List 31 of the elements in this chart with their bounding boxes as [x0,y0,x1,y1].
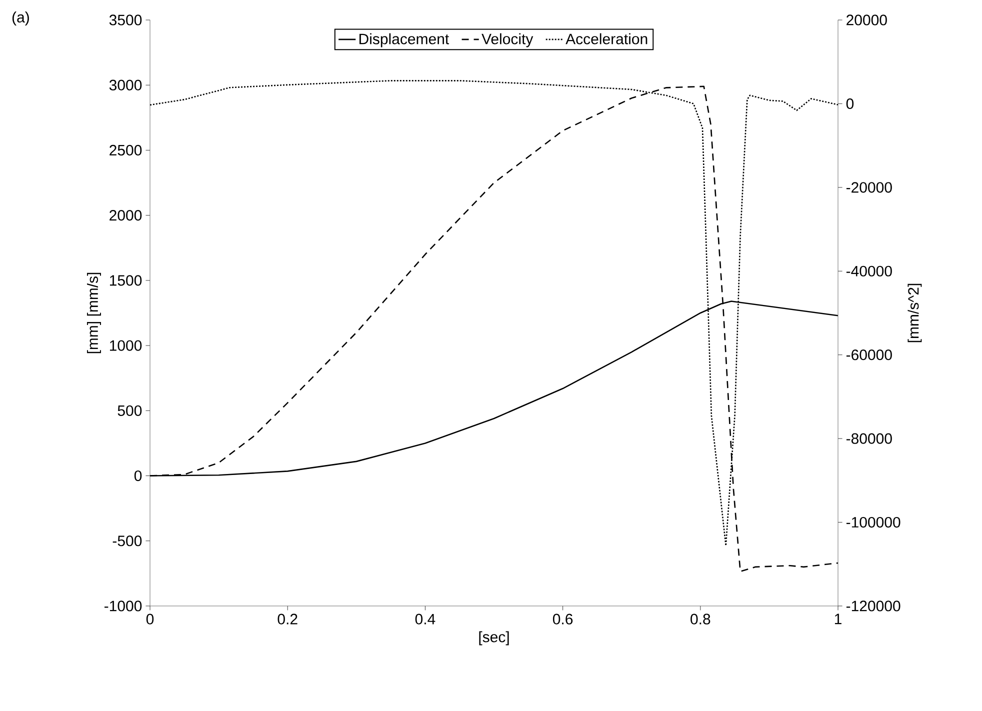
y2-tick-label: -100000 [846,516,900,528]
y2-tick-label: -60000 [846,350,892,360]
y2-axis-title: [mm/s^2] [908,284,922,342]
y-tick-label: -1000 [104,600,142,612]
y2-tick-label: 20000 [846,14,887,26]
x-tick-label: 0.2 [278,614,298,624]
x-tick-label: 0.4 [415,614,436,624]
y-tick-label: 1500 [110,275,142,286]
y2-tick-label: -120000 [846,600,900,612]
legend-label: Velocity [482,33,534,48]
y2-tick-label: -20000 [846,182,892,193]
y-tick-label: -500 [112,536,142,546]
y-tick-label: 0 [134,470,142,482]
y2-tick-label: -80000 [846,433,892,444]
y-tick-label: 3500 [109,14,142,26]
x-tick-label: 0 [146,614,154,624]
x-tick-label: 1 [834,614,842,624]
y2-tick-label: 0 [846,98,854,110]
y-tick-label: 3000 [109,80,142,90]
legend-label: Displacement [359,33,450,48]
text: (a) [12,12,29,26]
y-tick-label: 2000 [110,210,142,221]
y-tick-label: 1000 [110,340,142,351]
legend-label: Acceleration [566,33,648,44]
x-axis-title: [sec] [479,631,509,646]
x-tick-label: 0.6 [552,614,573,624]
y-tick-label: 500 [118,405,142,416]
y-tick-label: 2500 [110,144,142,156]
y-axis-title: [mm] [mm/s] [86,272,101,354]
x-tick-label: 0.8 [690,614,710,624]
y2-tick-label: -40000 [846,266,892,276]
